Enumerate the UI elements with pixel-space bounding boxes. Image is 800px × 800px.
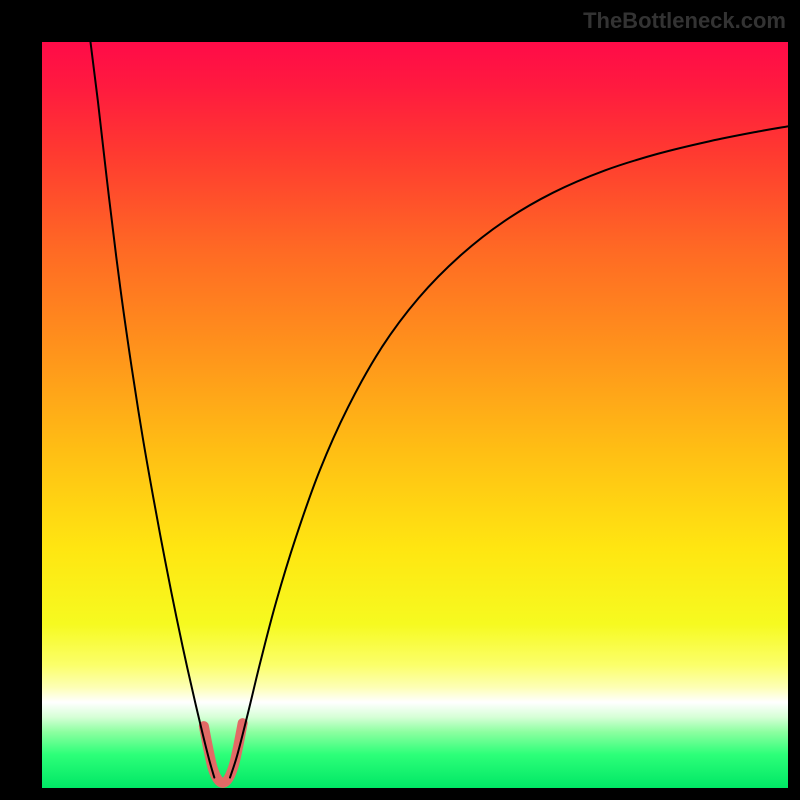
chart-svg: [42, 42, 788, 788]
stage: TheBottleneck.com: [0, 0, 800, 800]
plot-background: [42, 42, 788, 788]
chart-frame: [42, 42, 788, 788]
watermark-text: TheBottleneck.com: [583, 8, 786, 34]
